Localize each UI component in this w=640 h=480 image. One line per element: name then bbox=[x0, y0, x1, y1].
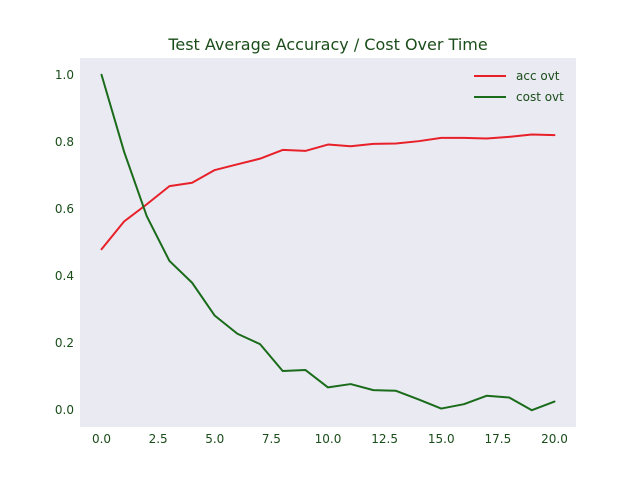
y-tick-label: 0.4 bbox=[55, 269, 74, 283]
x-tick-label: 17.5 bbox=[485, 432, 512, 446]
x-tick-label: 2.5 bbox=[149, 432, 168, 446]
y-axis-ticks: 0.0 0.2 0.4 0.6 0.8 1.0 bbox=[55, 68, 74, 417]
series-line-acc-ovt bbox=[100, 133, 556, 251]
x-tick-label: 20.0 bbox=[541, 432, 568, 446]
series-line-cost-ovt bbox=[100, 73, 556, 412]
y-tick-label: 0.0 bbox=[55, 403, 74, 417]
x-tick-label: 5.0 bbox=[205, 432, 224, 446]
y-tick-label: 1.0 bbox=[55, 68, 74, 82]
legend-label: acc ovt bbox=[516, 69, 560, 83]
x-tick-label: 10.0 bbox=[315, 432, 342, 446]
y-tick-label: 0.8 bbox=[55, 135, 74, 149]
x-tick-label: 12.5 bbox=[371, 432, 398, 446]
series-layer bbox=[100, 73, 556, 412]
y-tick-label: 0.2 bbox=[55, 336, 74, 350]
plot-area bbox=[80, 58, 576, 427]
chart-title: Test Average Accuracy / Cost Over Time bbox=[167, 35, 487, 54]
x-axis-ticks: 0.0 2.5 5.0 7.5 10.0 12.5 15.0 17.5 20.0 bbox=[92, 432, 568, 446]
x-tick-label: 0.0 bbox=[92, 432, 111, 446]
legend-label: cost ovt bbox=[516, 90, 564, 104]
legend: acc ovt cost ovt bbox=[474, 69, 564, 104]
y-tick-label: 0.6 bbox=[55, 202, 74, 216]
x-tick-label: 15.0 bbox=[428, 432, 455, 446]
x-tick-label: 7.5 bbox=[262, 432, 281, 446]
